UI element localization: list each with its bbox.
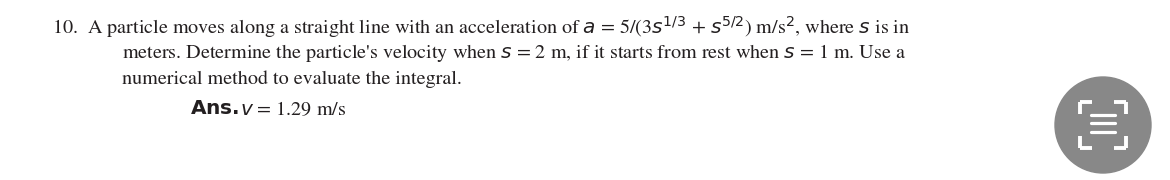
Text: numerical method to evaluate the integral.: numerical method to evaluate the integra…: [122, 70, 462, 88]
Text: 10.  A particle moves along a straight line with an acceleration of $a$ = 5/(3$s: 10. A particle moves along a straight li…: [51, 14, 910, 40]
Text: meters. Determine the particle's velocity when $s$ = 2 m, if it starts from rest: meters. Determine the particle's velocit…: [122, 42, 906, 64]
Circle shape: [1055, 77, 1151, 173]
Text: $v$ = 1.29 m/s: $v$ = 1.29 m/s: [240, 100, 346, 119]
Text: $\mathbf{Ans.}$: $\mathbf{Ans.}$: [190, 100, 240, 118]
